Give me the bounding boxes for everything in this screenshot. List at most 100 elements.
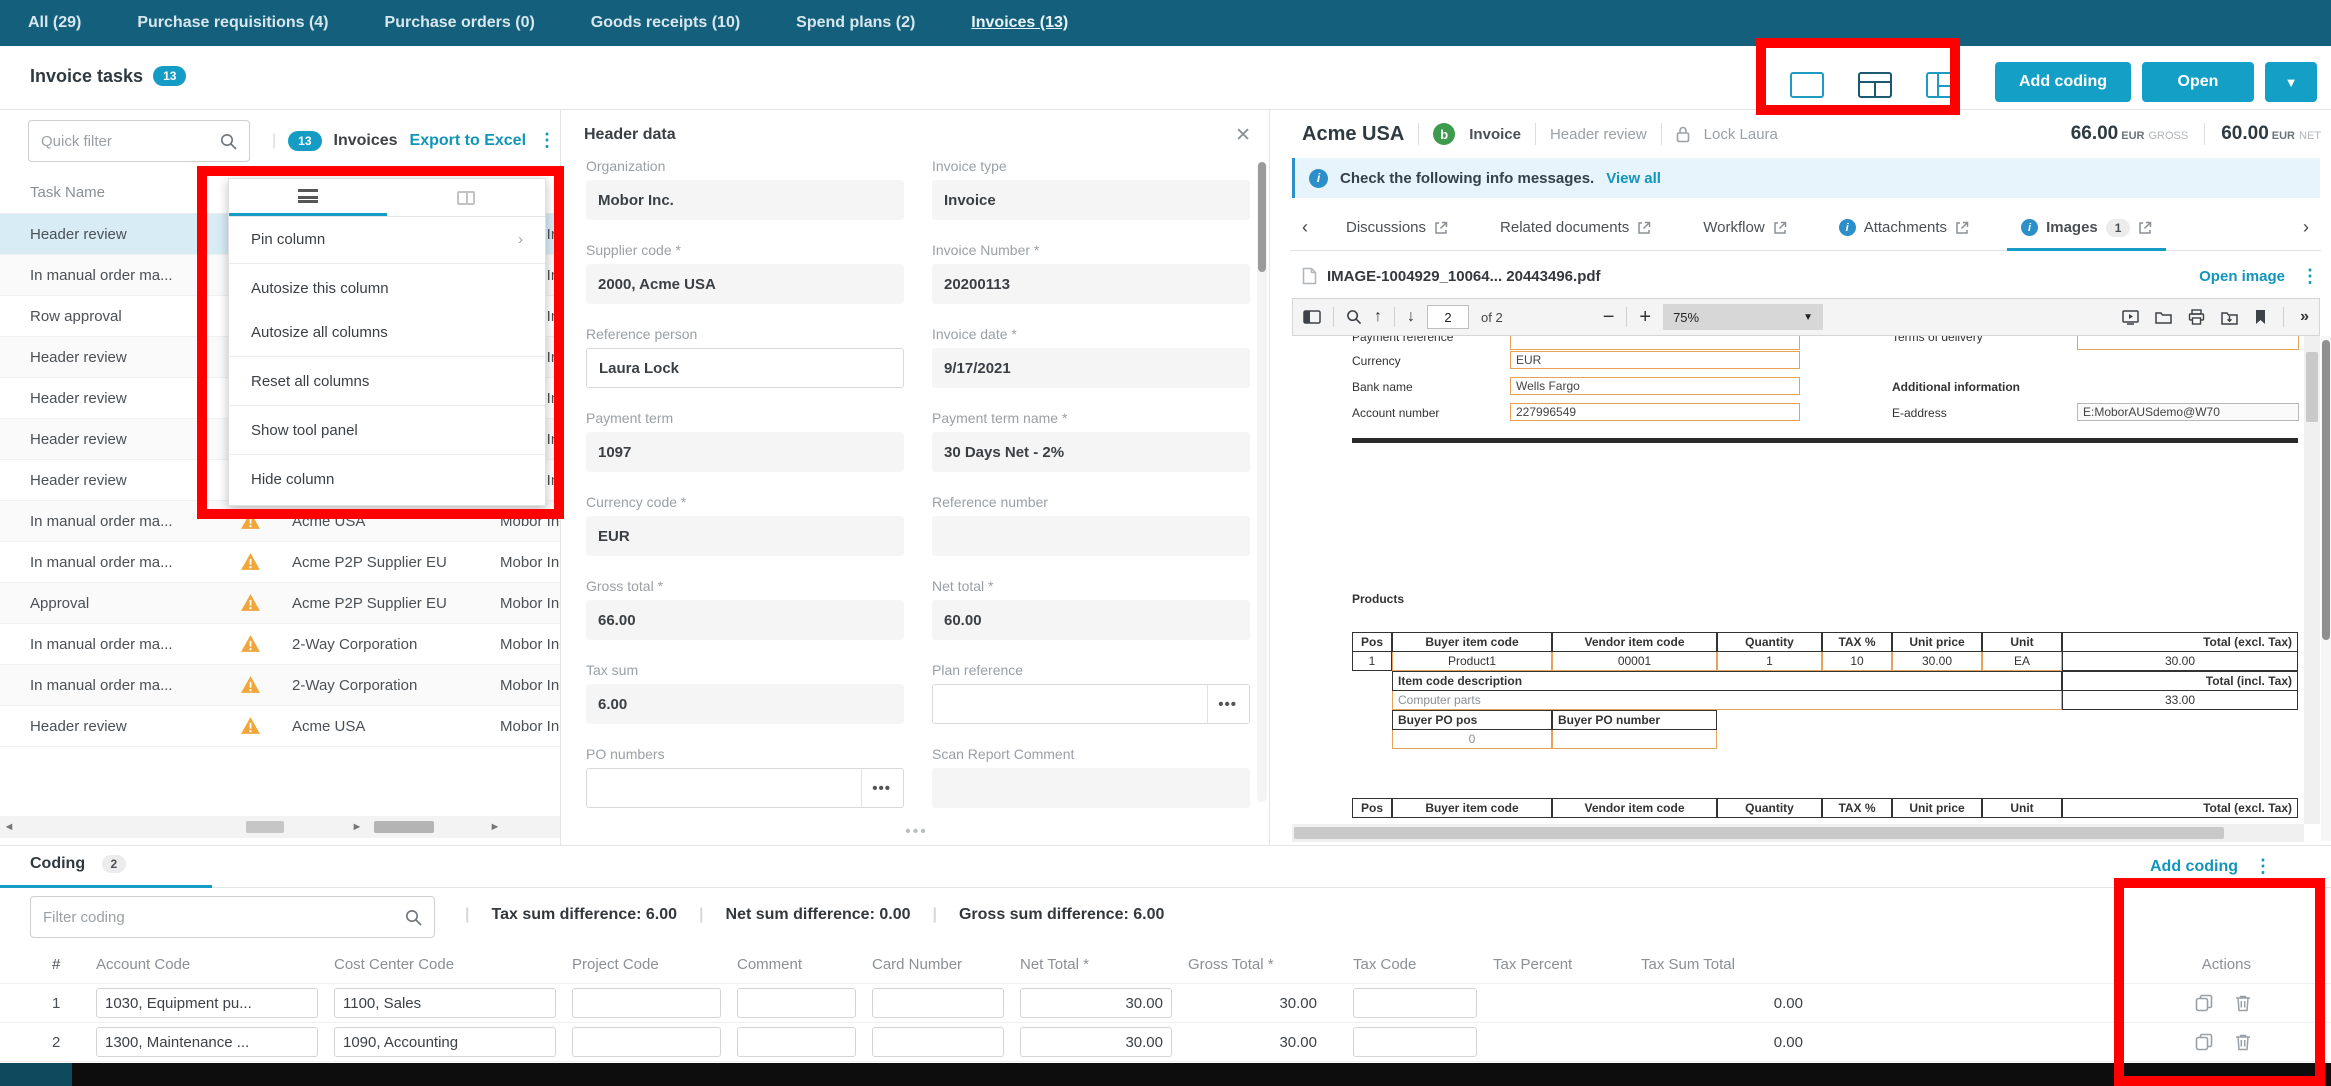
payment-term-name-field[interactable]: 30 Days Net - 2% xyxy=(932,432,1250,472)
lookup-ellipsis-button[interactable]: ••• xyxy=(861,769,891,807)
task-row[interactable]: Approval Acme P2P Supplier EU Mobor Inc xyxy=(0,583,561,624)
open-image-link[interactable]: Open image xyxy=(2199,268,2285,285)
tab-attachments[interactable]: i Attachments xyxy=(1813,205,1995,250)
pdf-zoom-select[interactable]: 75% ▼ xyxy=(1663,304,1823,330)
column-header[interactable]: Tax Sum Total xyxy=(1633,956,1858,973)
scroll-left-icon[interactable]: ◄ xyxy=(0,821,18,833)
pdf-presentation-mode-icon[interactable] xyxy=(2122,310,2139,325)
scroll-right-icon[interactable]: ► xyxy=(348,821,366,833)
card-number-input[interactable] xyxy=(872,988,1004,1018)
cost-center-code-input[interactable]: 1090, Accounting xyxy=(334,1027,556,1057)
column-header[interactable]: Cost Center Code xyxy=(326,956,564,973)
open-button[interactable]: Open xyxy=(2142,62,2254,102)
tab-discussions[interactable]: Discussions xyxy=(1320,205,1474,250)
close-icon[interactable]: ✕ xyxy=(1235,124,1251,147)
tax-code-input[interactable] xyxy=(1353,1027,1477,1057)
pdf-zoom-out-icon[interactable]: − xyxy=(1603,306,1615,329)
tab-related-documents[interactable]: Related documents xyxy=(1474,205,1677,250)
task-list-horizontal-scrollbar[interactable]: ◄ ► ► xyxy=(0,816,561,838)
nav-tab-purchase-requisitions[interactable]: Purchase requisitions (4) xyxy=(137,14,328,32)
add-coding-button[interactable]: Add coding xyxy=(1995,62,2131,102)
task-row[interactable]: In manual order ma... Acme P2P Supplier … xyxy=(0,542,561,583)
scroll-right-icon[interactable]: ► xyxy=(486,821,504,833)
tab-images[interactable]: i Images 1 xyxy=(1995,205,2178,250)
task-list-menu-icon[interactable]: ⋮ xyxy=(538,130,556,151)
project-code-input[interactable] xyxy=(572,988,721,1018)
currency-code-field[interactable]: EUR xyxy=(586,516,904,556)
column-header[interactable]: Comment xyxy=(729,956,864,973)
pdf-save-icon[interactable] xyxy=(2221,310,2238,325)
scrollbar-thumb[interactable] xyxy=(246,821,284,833)
export-to-excel-link[interactable]: Export to Excel xyxy=(410,132,526,150)
scrollbar-thumb[interactable] xyxy=(2322,340,2330,640)
plan-reference-field[interactable]: ••• xyxy=(932,684,1250,724)
net-total-input[interactable]: 30.00 xyxy=(1020,1027,1172,1057)
coding-menu-icon[interactable]: ⋮ xyxy=(2254,856,2272,877)
tab-coding[interactable]: Coding 2 xyxy=(30,855,126,873)
tax-sum-field[interactable]: 6.00 xyxy=(586,684,904,724)
reference-person-field[interactable]: Laura Lock xyxy=(586,348,904,388)
view-all-link[interactable]: View all xyxy=(1606,170,1661,187)
net-total-input[interactable]: 30.00 xyxy=(1020,988,1172,1018)
invoice-number-field[interactable]: 20200113 xyxy=(932,264,1250,304)
account-code-input[interactable]: 1300, Maintenance ... xyxy=(96,1027,318,1057)
pdf-more-tools-icon[interactable]: » xyxy=(2300,308,2309,326)
account-code-input[interactable]: 1030, Equipment pu... xyxy=(96,988,318,1018)
cost-center-code-input[interactable]: 1100, Sales xyxy=(334,988,556,1018)
column-header[interactable]: Card Number xyxy=(864,956,1012,973)
document-panel-scrollbar[interactable] xyxy=(2321,336,2331,841)
column-header[interactable]: Account Code xyxy=(88,956,326,973)
add-coding-link[interactable]: Add coding xyxy=(2150,858,2238,876)
nav-tab-purchase-orders[interactable]: Purchase orders (0) xyxy=(385,14,535,32)
column-header[interactable]: Project Code xyxy=(564,956,729,973)
column-header[interactable]: Tax Code xyxy=(1345,956,1485,973)
lookup-ellipsis-button[interactable]: ••• xyxy=(1207,685,1237,723)
organization-field[interactable]: Mobor Inc. xyxy=(586,180,904,220)
nav-tab-invoices[interactable]: Invoices (13) xyxy=(971,14,1068,32)
column-header[interactable]: Net Total * xyxy=(1012,956,1180,973)
pdf-zoom-in-icon[interactable]: + xyxy=(1639,306,1651,329)
pdf-bookmark-icon[interactable] xyxy=(2254,309,2267,325)
comment-input[interactable] xyxy=(737,988,856,1018)
net-total-field[interactable]: 60.00 xyxy=(932,600,1250,640)
pdf-previous-page-icon[interactable]: ↑ xyxy=(1374,308,1382,326)
panel-resize-handle[interactable]: ••• xyxy=(905,823,928,841)
coding-filter-input[interactable]: Filter coding xyxy=(30,896,435,938)
column-header[interactable]: Tax Percent xyxy=(1485,956,1633,973)
comment-input[interactable] xyxy=(737,1027,856,1057)
tax-code-input[interactable] xyxy=(1353,988,1477,1018)
pdf-search-icon[interactable] xyxy=(1346,309,1362,325)
task-row[interactable]: Header review Acme USA Mobor Inc xyxy=(0,706,561,747)
nav-tab-all[interactable]: All (29) xyxy=(28,14,81,32)
tab-workflow[interactable]: Workflow xyxy=(1677,205,1812,250)
pdf-horizontal-scrollbar[interactable] xyxy=(1292,824,2304,842)
pdf-vertical-scrollbar[interactable] xyxy=(2304,336,2320,824)
open-dropdown-button[interactable]: ▼ xyxy=(2265,62,2317,102)
tabs-scroll-left-icon[interactable]: ‹ xyxy=(1290,217,1320,238)
pdf-page-input[interactable]: 2 xyxy=(1427,305,1469,329)
nav-tab-goods-receipts[interactable]: Goods receipts (10) xyxy=(591,14,740,32)
scrollbar-thumb[interactable] xyxy=(2306,352,2318,422)
project-code-input[interactable] xyxy=(572,1027,721,1057)
invoice-date-field[interactable]: 9/17/2021 xyxy=(932,348,1250,388)
payment-term-field[interactable]: 1097 xyxy=(586,432,904,472)
task-row[interactable]: In manual order ma... 2-Way Corporation … xyxy=(0,624,561,665)
pdf-next-page-icon[interactable]: ↓ xyxy=(1407,308,1415,326)
scrollbar-thumb[interactable] xyxy=(374,821,434,833)
invoice-type-field[interactable]: Invoice xyxy=(932,180,1250,220)
tabs-scroll-right-icon[interactable]: › xyxy=(2291,217,2321,238)
column-header[interactable]: Gross Total * xyxy=(1180,956,1345,973)
scan-report-comment-field[interactable] xyxy=(932,768,1250,808)
quick-filter-input[interactable]: Quick filter xyxy=(28,120,250,162)
pdf-sidebar-toggle-icon[interactable] xyxy=(1303,310,1321,324)
supplier-code-field[interactable]: 2000, Acme USA xyxy=(586,264,904,304)
gross-total-field[interactable]: 66.00 xyxy=(586,600,904,640)
column-header[interactable]: # xyxy=(44,956,88,973)
image-menu-icon[interactable]: ⋮ xyxy=(2301,266,2319,287)
po-numbers-field[interactable]: ••• xyxy=(586,768,904,808)
card-number-input[interactable] xyxy=(872,1027,1004,1057)
task-row[interactable]: In manual order ma... 2-Way Corporation … xyxy=(0,665,561,706)
scrollbar-thumb[interactable] xyxy=(1258,162,1266,272)
pdf-open-file-icon[interactable] xyxy=(2155,310,2172,324)
reference-number-field[interactable] xyxy=(932,516,1250,556)
